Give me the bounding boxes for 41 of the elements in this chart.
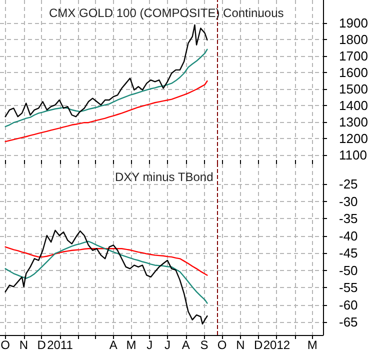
y-tick-label: -35: [339, 211, 358, 226]
y-tick-label: -55: [339, 280, 358, 296]
x-tick-label: D: [37, 338, 46, 352]
line-series: [4, 240, 208, 304]
y-tick-label: 1600: [339, 64, 368, 80]
line-series: [4, 24, 208, 118]
x-tick-label: M: [307, 338, 318, 352]
text: CMX GOLD 100 (COMPOSITE) Continuous: [49, 6, 284, 20]
x-tick-label: N: [19, 338, 28, 352]
y-tick-label: -65: [339, 314, 358, 330]
line-series: [4, 246, 208, 276]
line-series: [4, 80, 208, 142]
y-tick-label: 1400: [339, 98, 368, 113]
x-tick-label: O: [217, 338, 227, 352]
y-tick-label: -30: [339, 194, 358, 209]
x-tick-label: J: [146, 338, 153, 352]
line-series: [4, 48, 208, 128]
y-tick-label: 1900: [339, 15, 368, 30]
x-tick-label: A: [109, 338, 118, 352]
y-tick-label: 1300: [339, 114, 368, 130]
x-tick-label: J: [164, 338, 170, 352]
y-tick-label: 1800: [339, 32, 368, 47]
x-tick-label: 2012: [263, 338, 290, 352]
y-tick-label: -25: [339, 176, 358, 192]
y-tick-label: -45: [339, 246, 358, 261]
x-tick-label: N: [236, 338, 245, 352]
x-tick-label: M: [126, 338, 136, 352]
x-tick-label: O: [0, 338, 10, 352]
text: DXY minus TBond: [115, 170, 214, 184]
x-tick-label: S: [200, 338, 208, 352]
y-tick-label: 1100: [339, 147, 367, 162]
y-tick-label: 1500: [339, 81, 368, 96]
y-tick-label: -40: [339, 228, 358, 244]
y-tick-label: 1200: [339, 130, 368, 146]
x-tick-label: A: [182, 338, 190, 352]
x-tick-label: 2011: [47, 338, 74, 352]
line-series: [4, 230, 208, 325]
y-tick-label: 1700: [339, 48, 368, 64]
y-tick-label: -50: [339, 262, 358, 278]
y-tick-label: -60: [339, 297, 358, 312]
x-tick-label: D: [254, 338, 263, 352]
